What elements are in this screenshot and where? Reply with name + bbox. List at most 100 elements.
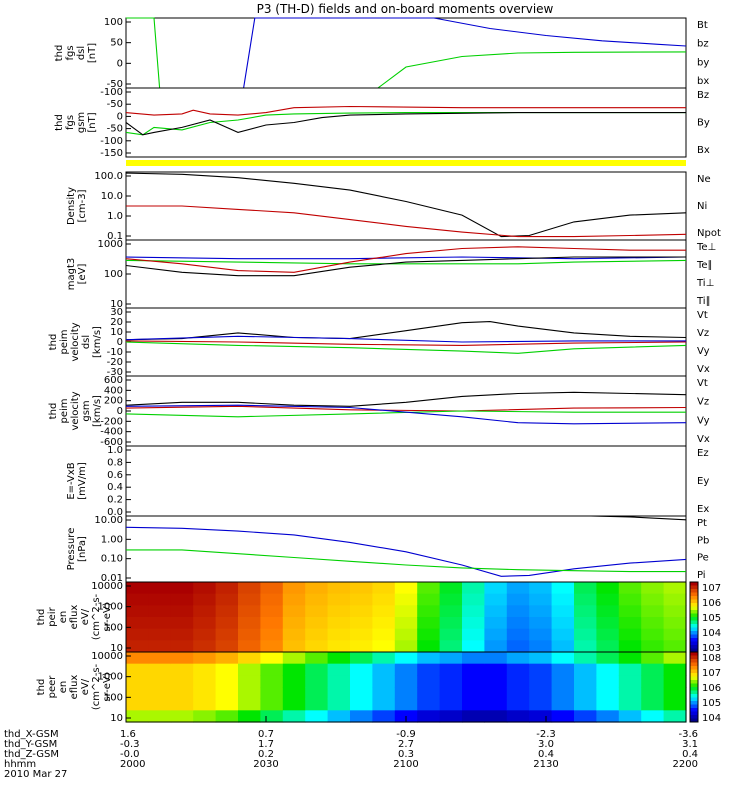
heat-cell bbox=[148, 593, 172, 606]
heat-cell bbox=[641, 675, 665, 688]
series-moments_density-Ne bbox=[126, 205, 687, 238]
heat-cell bbox=[238, 640, 261, 653]
heat-cell bbox=[193, 698, 217, 711]
heat-cell bbox=[574, 652, 597, 665]
legend-by: by bbox=[697, 57, 709, 68]
heat-cell bbox=[350, 582, 373, 595]
heat-cell bbox=[170, 628, 194, 641]
heat-cell bbox=[282, 663, 306, 676]
colorbar-cell bbox=[690, 624, 698, 628]
heat-cell bbox=[148, 698, 172, 711]
heat-cell bbox=[394, 582, 418, 595]
colorbar-cell bbox=[690, 655, 698, 660]
y-tick-label: -10 bbox=[107, 347, 123, 358]
colorbar-cell bbox=[690, 606, 698, 611]
heat-cell bbox=[305, 710, 329, 723]
colorbar-cell bbox=[690, 690, 698, 695]
heat-cell bbox=[238, 628, 261, 641]
colorbar-frame bbox=[689, 651, 699, 723]
heat-cell bbox=[462, 698, 485, 711]
heat-cell bbox=[215, 640, 239, 653]
colorbar-cell bbox=[690, 697, 698, 702]
legend-Te⊥: Te⊥ bbox=[696, 242, 716, 253]
heat-cell bbox=[305, 640, 329, 653]
heat-cell bbox=[596, 628, 620, 641]
heat-cell bbox=[215, 698, 239, 711]
legend-Pb: Pb bbox=[697, 535, 709, 546]
heat-cell bbox=[574, 617, 597, 630]
heat-cell bbox=[215, 675, 239, 688]
heat-cell bbox=[484, 663, 508, 676]
y-axis-label: [nT] bbox=[87, 43, 98, 63]
heat-cell bbox=[282, 640, 306, 653]
colorbar-cell bbox=[690, 683, 698, 688]
heat-cell bbox=[238, 710, 261, 723]
heat-cell bbox=[663, 687, 687, 700]
heat-cell bbox=[596, 593, 620, 606]
heat-cell bbox=[439, 687, 463, 700]
heat-cell bbox=[126, 617, 149, 630]
colorbar-cell bbox=[690, 634, 698, 639]
heat-cell bbox=[506, 675, 530, 688]
heat-cell bbox=[350, 605, 373, 618]
heat-cell bbox=[462, 582, 485, 595]
heat-cell bbox=[238, 687, 261, 700]
heat-cell bbox=[215, 687, 239, 700]
heat-cell bbox=[417, 675, 441, 688]
heat-cell bbox=[282, 675, 306, 688]
colorbar-cell bbox=[690, 659, 698, 663]
heat-cell bbox=[170, 663, 194, 676]
heat-cell bbox=[170, 582, 194, 595]
legend-Vt: Vt bbox=[697, 310, 708, 321]
colorbar-cell bbox=[690, 645, 698, 649]
heat-cell bbox=[417, 593, 441, 606]
ephem-date: 2010 Mar 27 bbox=[4, 769, 67, 780]
heat-cell bbox=[506, 652, 530, 665]
heat-cell bbox=[596, 605, 620, 618]
heat-cell bbox=[350, 628, 373, 641]
panel-frame-fgs_dsl bbox=[125, 17, 687, 89]
heat-cell bbox=[663, 652, 687, 665]
heat-cell bbox=[372, 652, 396, 665]
heat-cell bbox=[260, 640, 284, 653]
heat-cell bbox=[618, 593, 642, 606]
heat-cell bbox=[215, 582, 239, 595]
series-fgs_gsm-By bbox=[125, 112, 686, 136]
heat-cell bbox=[439, 605, 463, 618]
heat-cell bbox=[305, 652, 329, 665]
legend-Vz: Vz bbox=[697, 328, 709, 339]
y-axis-label: [km/s] bbox=[92, 326, 103, 358]
y-tick-label: -50 bbox=[107, 124, 123, 135]
y-axis-label: velocity bbox=[70, 322, 81, 361]
heat-cell bbox=[350, 663, 373, 676]
legend-By: By bbox=[697, 118, 710, 129]
heat-cell bbox=[170, 640, 194, 653]
heat-cell bbox=[574, 663, 597, 676]
heat-cell bbox=[148, 675, 172, 688]
heat-cell bbox=[484, 617, 508, 630]
heat-cell bbox=[529, 710, 553, 723]
heat-cell bbox=[238, 698, 261, 711]
ephem-value: 2130 bbox=[533, 759, 558, 770]
y-tick-label: 1.0 bbox=[107, 211, 123, 222]
ephem-value: -0.3 bbox=[120, 739, 140, 750]
ephem-value: -2.3 bbox=[536, 729, 556, 740]
heat-cell bbox=[484, 605, 508, 618]
y-tick-label: 400 bbox=[104, 385, 123, 396]
heat-cell bbox=[350, 652, 373, 665]
y-tick-label: 0.6 bbox=[107, 470, 123, 481]
heat-cell bbox=[439, 582, 463, 595]
y-tick-label: -100 bbox=[100, 136, 123, 147]
heat-cell bbox=[260, 663, 284, 676]
y-tick-label: 0.1 bbox=[107, 231, 123, 242]
legend-Bx: Bx bbox=[697, 145, 710, 156]
ephem-label-thd_Y-GSM: thd_Y-GSM bbox=[4, 739, 57, 750]
heat-cell bbox=[484, 698, 508, 711]
heat-cell bbox=[148, 640, 172, 653]
legend-Ti∥: Ti∥ bbox=[696, 296, 711, 307]
heat-cell bbox=[260, 652, 284, 665]
heat-cell bbox=[215, 617, 239, 630]
y-axis-label: gsm bbox=[76, 112, 87, 133]
heat-cell bbox=[551, 652, 575, 665]
heat-cell bbox=[529, 675, 553, 688]
